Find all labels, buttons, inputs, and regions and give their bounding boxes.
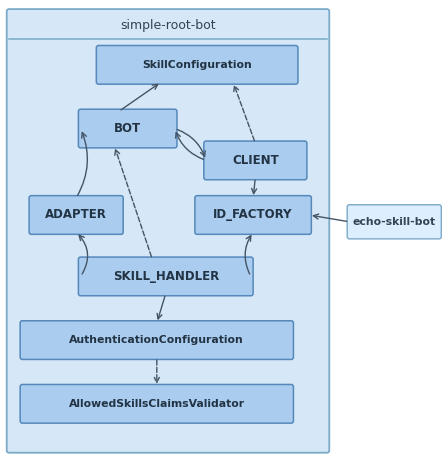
Text: simple-root-bot: simple-root-bot: [120, 19, 216, 31]
FancyBboxPatch shape: [29, 196, 123, 234]
Text: echo-skill-bot: echo-skill-bot: [353, 217, 436, 227]
FancyBboxPatch shape: [7, 9, 329, 453]
FancyBboxPatch shape: [78, 257, 253, 296]
FancyBboxPatch shape: [78, 109, 177, 148]
Text: AllowedSkillsClaimsValidator: AllowedSkillsClaimsValidator: [69, 399, 245, 409]
FancyBboxPatch shape: [204, 141, 307, 180]
Text: ID_FACTORY: ID_FACTORY: [213, 208, 293, 222]
FancyBboxPatch shape: [20, 321, 293, 359]
Text: SkillConfiguration: SkillConfiguration: [142, 60, 252, 70]
Text: ADAPTER: ADAPTER: [45, 208, 107, 222]
FancyBboxPatch shape: [96, 46, 298, 84]
FancyBboxPatch shape: [347, 205, 441, 239]
Text: BOT: BOT: [114, 122, 141, 135]
Text: CLIENT: CLIENT: [232, 154, 279, 167]
FancyBboxPatch shape: [20, 384, 293, 423]
FancyBboxPatch shape: [195, 196, 311, 234]
Text: SKILL_HANDLER: SKILL_HANDLER: [112, 270, 219, 283]
Text: AuthenticationConfiguration: AuthenticationConfiguration: [69, 335, 244, 345]
